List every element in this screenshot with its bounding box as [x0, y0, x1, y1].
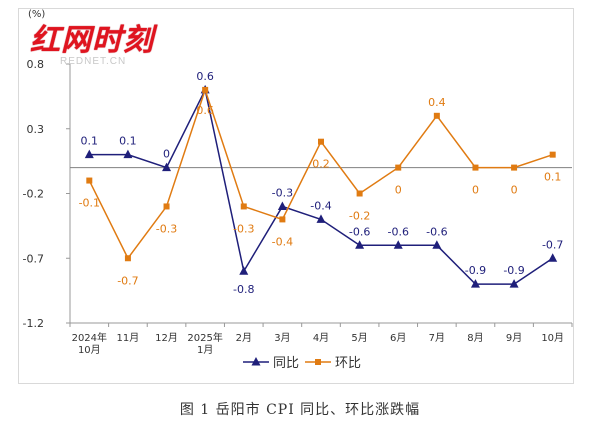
mom-data-label: 0.2: [312, 158, 330, 171]
series-line-yoy: [89, 87, 554, 285]
yoy-data-label: 0.1: [119, 135, 137, 148]
yoy-point: [277, 201, 287, 210]
x-tick-label: 6月: [390, 332, 406, 344]
mom-point: [163, 203, 170, 210]
yoy-data-label: -0.9: [465, 264, 486, 277]
yoy-data-label: -0.7: [542, 238, 563, 251]
yoy-point: [548, 253, 558, 262]
mom-data-label: -0.2: [349, 210, 370, 223]
y-tick-label: -0.7: [23, 252, 44, 265]
mom-data-label: 0: [395, 184, 402, 197]
mom-data-label: 0.6: [196, 104, 214, 117]
mom-point: [318, 138, 324, 145]
legend-yoy-marker: [251, 357, 261, 366]
yoy-point: [84, 149, 94, 159]
yoy-point: [355, 240, 365, 249]
mom-point: [279, 216, 286, 223]
mom-data-label: 0.1: [544, 171, 562, 184]
mom-data-label: 0: [472, 184, 479, 197]
mom-data-label: -0.3: [233, 222, 254, 235]
y-tick-label: 0.3: [27, 123, 45, 136]
mom-point: [356, 190, 363, 197]
mom-point: [240, 203, 247, 210]
x-tick-label: 1月: [197, 344, 213, 356]
mom-data-label: -0.7: [117, 274, 138, 287]
mom-point: [124, 255, 131, 262]
x-tick-label: 10月: [78, 344, 101, 356]
x-tick-label: 5月: [351, 332, 367, 344]
mom-data-label: -0.3: [156, 222, 177, 235]
legend-mom-label: 环比: [335, 356, 361, 371]
x-tick-label: 4月: [313, 332, 329, 344]
mom-point: [395, 164, 402, 171]
yoy-data-label: 0.6: [196, 70, 214, 83]
yoy-point: [316, 214, 326, 223]
x-tick-label: 7月: [429, 332, 445, 344]
mom-point: [433, 112, 440, 119]
x-tick-label: 2025年: [187, 331, 222, 344]
yoy-data-label: 0.1: [81, 135, 99, 148]
x-tick-label: 10月: [541, 332, 564, 344]
logo-subtext: REDNET.CN: [60, 56, 127, 67]
mom-point: [549, 151, 556, 158]
mom-point: [202, 86, 209, 93]
mom-data-label: -0.4: [272, 235, 293, 248]
yoy-data-label: -0.4: [310, 199, 331, 212]
mom-data-label: 0: [511, 184, 518, 197]
mom-data-label: -0.1: [79, 197, 100, 210]
yoy-point: [393, 240, 403, 249]
legend-mom-marker: [315, 359, 321, 365]
x-tick-label: 2024年: [72, 331, 107, 344]
yoy-data-label: 0: [163, 148, 170, 161]
yoy-data-label: -0.3: [272, 186, 293, 199]
yoy-point: [470, 279, 480, 288]
figure-caption: 图 1 岳阳市 CPI 同比、环比涨跌幅: [179, 402, 421, 418]
yoy-point: [123, 149, 133, 159]
y-tick-label: -1.2: [23, 317, 44, 330]
yoy-data-label: -0.9: [503, 264, 524, 277]
mom-data-label: 0.4: [428, 96, 446, 109]
yoy-point: [432, 240, 442, 249]
yoy-data-label: -0.6: [387, 225, 408, 238]
yoy-point: [162, 162, 172, 172]
yoy-data-label: -0.6: [426, 225, 447, 238]
y-axis-unit-label: (%): [28, 9, 45, 20]
yoy-point: [509, 279, 519, 288]
rednet-logo: 红网时刻 REDNET.CN: [30, 24, 180, 84]
x-tick-label: 8月: [467, 332, 483, 344]
x-tick-label: 11月: [117, 332, 140, 344]
mom-point: [86, 177, 93, 184]
y-tick-label: -0.2: [23, 188, 44, 201]
mom-point: [472, 164, 479, 171]
x-tick-label: 3月: [274, 332, 290, 344]
yoy-data-label: -0.6: [349, 225, 370, 238]
logo-text: 红网时刻: [30, 23, 154, 58]
chart-frame: [18, 8, 574, 384]
yoy-point: [239, 266, 249, 275]
x-tick-label: 12月: [155, 332, 178, 344]
y-tick-label: 0.8: [27, 58, 45, 71]
x-tick-label: 9月: [506, 332, 522, 344]
x-tick-label: 2月: [236, 332, 252, 344]
legend-yoy-label: 同比: [273, 356, 299, 371]
mom-point: [511, 164, 518, 171]
yoy-data-label: -0.8: [233, 283, 254, 296]
